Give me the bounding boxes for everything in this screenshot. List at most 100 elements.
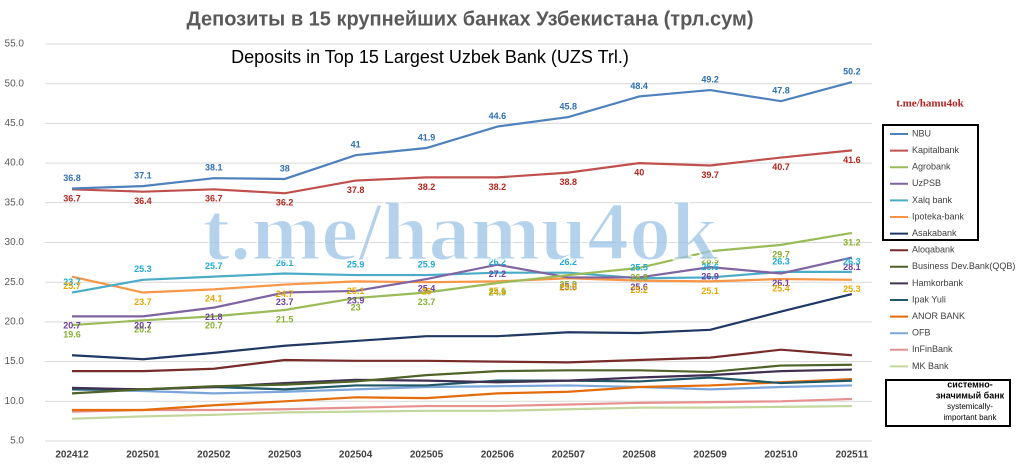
data-label: 45.8 — [560, 101, 578, 111]
data-label: 23.7 — [418, 297, 436, 307]
data-label: 23.7 — [63, 277, 81, 287]
data-label: 36.7 — [205, 194, 223, 204]
data-label: 41.6 — [843, 155, 861, 165]
data-label: 23.7 — [276, 297, 294, 307]
data-label: 37.1 — [134, 171, 152, 181]
series-line — [72, 348, 852, 373]
data-label: 25.6 — [701, 262, 719, 272]
y-tick-label: 40.0 — [5, 158, 25, 169]
data-label: 47.8 — [772, 86, 790, 96]
legend-label: Kapitalbank — [912, 145, 960, 155]
watermark: t.me/hamu4ok — [202, 185, 718, 278]
data-label: 25.7 — [205, 261, 223, 271]
data-label: 36.8 — [63, 173, 81, 183]
y-tick-label: 5.0 — [10, 436, 24, 447]
data-label: 19.6 — [63, 329, 81, 339]
data-label: 23.9 — [347, 295, 365, 305]
data-label: 20.7 — [63, 321, 81, 331]
data-label: 26.3 — [843, 256, 861, 266]
data-label: 25.9 — [418, 259, 436, 269]
series-line — [71, 384, 852, 395]
data-label: 25.7 — [63, 281, 81, 291]
data-label: 25.4 — [418, 283, 436, 293]
data-label: 38 — [280, 163, 290, 173]
data-label: 41.9 — [418, 132, 436, 142]
data-label: 27.2 — [489, 269, 507, 279]
data-label: 50.2 — [843, 66, 861, 76]
legend-label: NBU — [912, 128, 931, 138]
legend-label: Ipak Yuli — [912, 294, 946, 304]
x-tick-label: 202508 — [623, 450, 657, 461]
data-label: 26.1 — [276, 258, 294, 268]
data-label: 44.6 — [489, 111, 507, 121]
data-label: 25 — [421, 287, 431, 297]
data-label: 20.7 — [205, 321, 223, 331]
legend-label: Asakabank — [912, 228, 957, 238]
series-line — [71, 363, 852, 395]
legend-label: UzPSB — [912, 178, 941, 188]
y-tick-label: 45.0 — [5, 118, 25, 129]
note-text: системно- — [947, 379, 992, 389]
data-label: 38.2 — [418, 182, 436, 192]
series-line — [72, 256, 853, 318]
data-label: 26.9 — [701, 271, 719, 281]
legend-label: Ipoteka-bank — [912, 211, 965, 221]
data-label: 26.1 — [772, 278, 790, 288]
y-tick-label: 55.0 — [5, 39, 25, 50]
chart-title: Депозиты в 15 крупнейших банках Узбекист… — [187, 8, 754, 30]
series-line — [71, 270, 852, 294]
data-label: 21.5 — [276, 314, 294, 324]
data-label: 25.5 — [560, 283, 578, 293]
data-label: 20.2 — [134, 325, 152, 335]
data-label: 49.2 — [701, 74, 719, 84]
x-tick-label: 202506 — [481, 450, 515, 461]
data-label: 25.1 — [489, 286, 507, 296]
data-label: 36.4 — [134, 196, 152, 206]
data-label: 25.9 — [560, 279, 578, 289]
data-label: 21.8 — [205, 312, 223, 322]
data-label: 41 — [351, 140, 361, 150]
data-label: 38.2 — [489, 182, 507, 192]
data-label: 26.3 — [772, 256, 790, 266]
data-label: 25.2 — [630, 285, 648, 295]
data-label: 38.1 — [205, 163, 223, 173]
y-tick-label: 25.0 — [5, 277, 25, 288]
data-label: 24.1 — [205, 294, 223, 304]
legend-label: Agrobank — [912, 162, 951, 172]
data-label: 37.8 — [347, 185, 365, 195]
x-tick-label: 202502 — [197, 450, 231, 461]
data-label: 28.1 — [843, 262, 861, 272]
data-label: 25.4 — [772, 283, 790, 293]
data-label: 36.7 — [63, 194, 81, 204]
x-tick-label: 202510 — [764, 450, 798, 461]
data-label: 48.4 — [630, 81, 648, 91]
x-tick-label: 202412 — [55, 450, 89, 461]
data-label: 23.7 — [134, 297, 152, 307]
y-tick-label: 15.0 — [5, 356, 25, 367]
data-label: 23 — [351, 302, 361, 312]
note-text: systemically- — [947, 402, 993, 411]
data-label: 31.2 — [843, 237, 861, 247]
data-label: 25.1 — [701, 286, 719, 296]
legend-label: Aloqabank — [912, 245, 955, 255]
y-tick-label: 50.0 — [5, 78, 25, 89]
data-label: 40.7 — [772, 162, 790, 172]
y-tick-label: 35.0 — [5, 197, 25, 208]
y-tick-label: 10.0 — [5, 396, 25, 407]
series-line — [71, 293, 853, 361]
data-label: 29.7 — [772, 249, 790, 259]
series-line — [71, 149, 853, 195]
series-line — [71, 275, 852, 294]
legend-label: Business Dev.Bank(QQB) — [912, 261, 1015, 271]
series-line — [71, 231, 853, 327]
x-tick-label: 202503 — [268, 450, 302, 461]
data-label: 25.3 — [134, 264, 152, 274]
x-tick-label: 202509 — [693, 450, 727, 461]
x-tick-label: 202511 — [835, 450, 868, 461]
note-text: значимый банк — [936, 390, 1005, 400]
series-line — [71, 404, 852, 420]
legend-label: OFB — [912, 328, 931, 338]
note-text: important bank — [944, 413, 998, 422]
series-line — [72, 377, 852, 412]
data-label: 40 — [634, 167, 644, 177]
